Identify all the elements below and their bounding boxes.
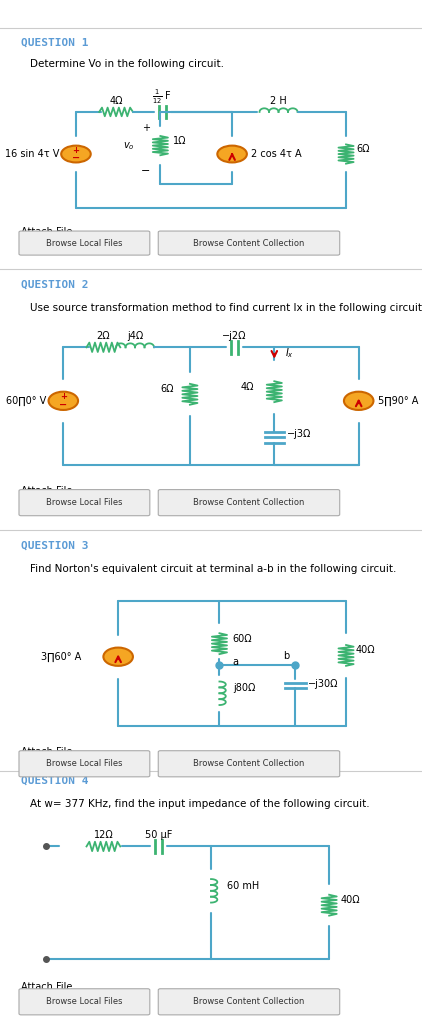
Text: $v_o$: $v_o$ [123,139,135,152]
Text: 16 sin 4τ V: 16 sin 4τ V [5,150,59,159]
Text: 1Ω: 1Ω [173,135,186,145]
Text: a: a [232,656,238,667]
FancyBboxPatch shape [19,989,150,1015]
Text: 40Ω: 40Ω [341,895,360,905]
Text: Attach File: Attach File [21,485,73,496]
Text: −: − [59,399,68,410]
Text: j80Ω: j80Ω [233,683,256,693]
Text: 60∏0° V: 60∏0° V [6,395,46,406]
Circle shape [49,392,78,410]
FancyBboxPatch shape [19,751,150,777]
Text: Use source transformation method to find current Ix in the following circuit.: Use source transformation method to find… [30,303,422,313]
Text: Browse Local Files: Browse Local Files [46,759,123,768]
Text: 60Ω: 60Ω [233,634,252,644]
Text: Attach File: Attach File [21,227,73,238]
FancyBboxPatch shape [158,489,340,516]
Text: −: − [72,153,80,163]
Text: Attach File: Attach File [21,746,73,757]
Text: 40Ω: 40Ω [355,645,375,655]
Text: 2 cos 4τ A: 2 cos 4τ A [251,150,302,159]
Text: j4Ω: j4Ω [127,331,143,341]
Text: Browse Content Collection: Browse Content Collection [193,997,305,1007]
FancyBboxPatch shape [158,231,340,255]
Text: 2Ω: 2Ω [97,331,110,341]
Text: QUESTION 2: QUESTION 2 [21,280,89,290]
Circle shape [217,145,247,163]
Circle shape [344,392,373,410]
Text: 3∏60° A: 3∏60° A [41,651,81,662]
Text: −j2Ω: −j2Ω [222,331,246,341]
Text: QUESTION 3: QUESTION 3 [21,541,89,551]
Circle shape [103,647,133,666]
Text: At w= 377 KHz, find the input impedance of the following circuit.: At w= 377 KHz, find the input impedance … [30,800,369,809]
Text: Browse Content Collection: Browse Content Collection [193,759,305,768]
Text: Determine Vo in the following circuit.: Determine Vo in the following circuit. [30,59,224,69]
Text: +: + [73,146,79,155]
Text: QUESTION 4: QUESTION 4 [21,776,89,786]
FancyBboxPatch shape [158,751,340,777]
Text: QUESTION 1: QUESTION 1 [21,37,89,47]
Text: 2 H: 2 H [270,96,287,105]
Text: Find Norton's equivalent circuit at terminal a-b in the following circuit.: Find Norton's equivalent circuit at term… [30,564,396,574]
Text: Browse Local Files: Browse Local Files [46,498,123,507]
Text: 5∏90° A: 5∏90° A [378,395,418,406]
Text: 6Ω: 6Ω [160,384,173,394]
Text: Browse Content Collection: Browse Content Collection [193,498,305,507]
FancyBboxPatch shape [158,989,340,1015]
Text: 4Ω: 4Ω [240,382,254,392]
Text: +: + [142,123,149,132]
Text: 6Ω: 6Ω [356,144,370,154]
Text: −: − [141,166,150,176]
Text: Browse Local Files: Browse Local Files [46,239,123,248]
Text: Browse Local Files: Browse Local Files [46,997,123,1007]
Text: −j3Ω: −j3Ω [287,429,311,439]
Text: 12Ω: 12Ω [94,829,113,840]
Text: Attach File: Attach File [21,982,73,992]
Text: −j30Ω: −j30Ω [308,679,338,689]
Text: Browse Content Collection: Browse Content Collection [193,239,305,248]
Text: $I_x$: $I_x$ [285,346,294,360]
Text: 4Ω: 4Ω [109,96,123,105]
Text: +: + [60,392,67,401]
Text: 50 μF: 50 μF [145,829,172,840]
Text: $\frac{1}{12}$ F: $\frac{1}{12}$ F [152,88,173,105]
Circle shape [61,145,91,163]
Text: b: b [283,651,289,660]
FancyBboxPatch shape [19,231,150,255]
FancyBboxPatch shape [19,489,150,516]
Text: 60 mH: 60 mH [227,881,259,891]
